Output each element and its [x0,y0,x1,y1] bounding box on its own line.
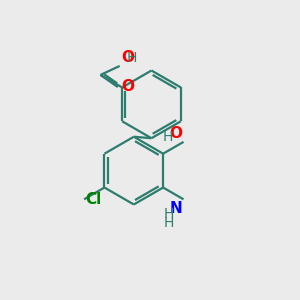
Text: O: O [169,126,183,141]
Text: H: H [163,130,173,144]
Text: H: H [127,51,137,65]
Text: O: O [121,50,134,65]
Text: O: O [122,79,135,94]
Text: N: N [169,201,182,216]
Text: H: H [164,207,174,221]
Text: H: H [164,215,174,230]
Text: Cl: Cl [85,192,102,207]
